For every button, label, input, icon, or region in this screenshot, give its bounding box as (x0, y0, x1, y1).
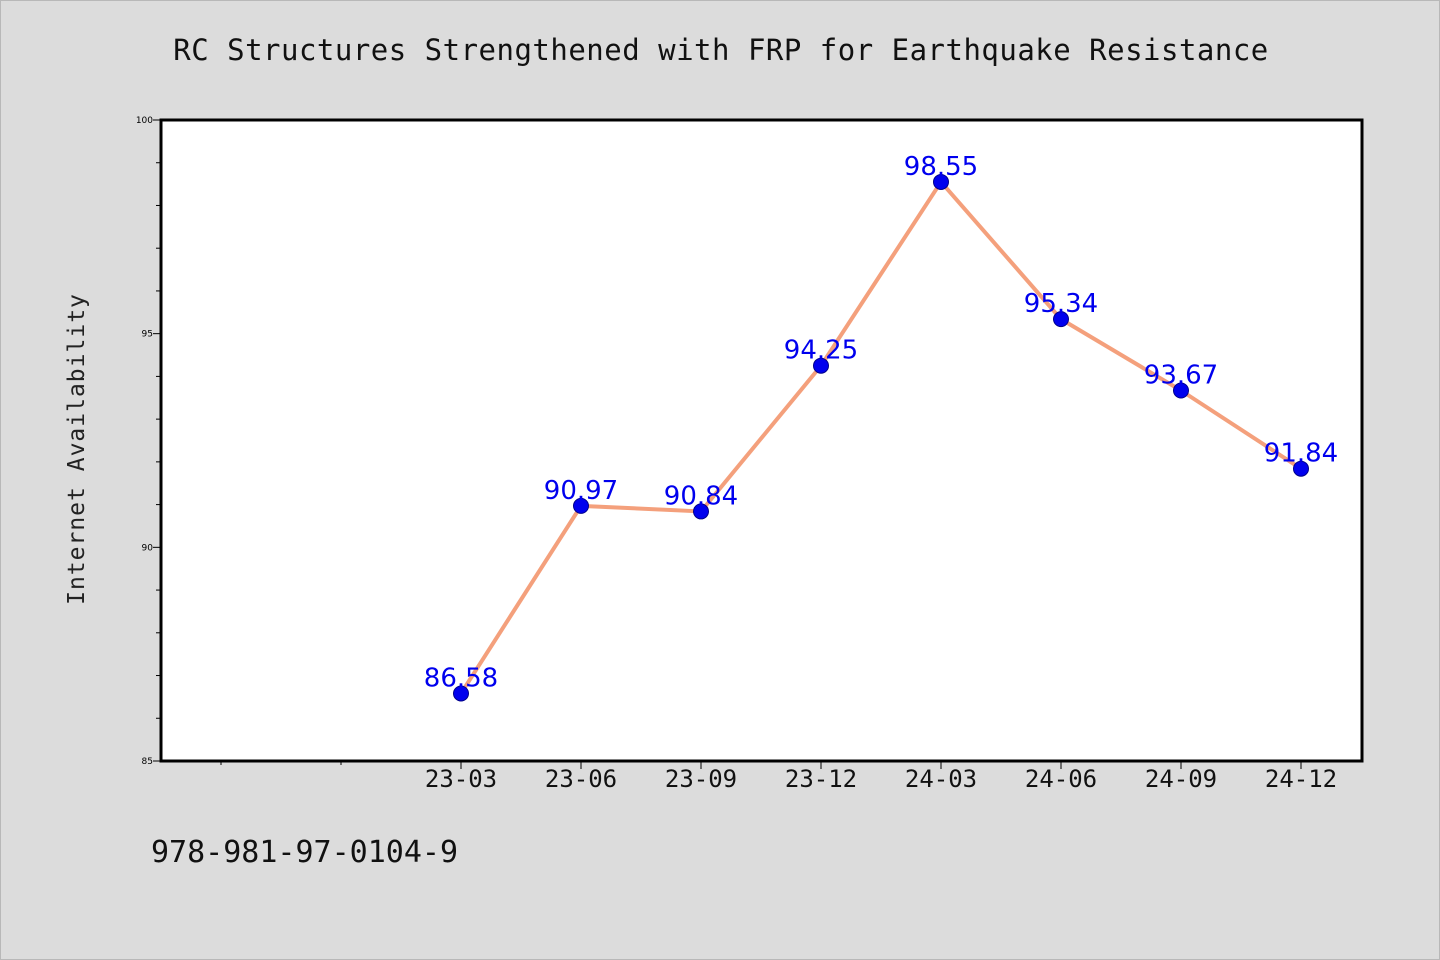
data-label: 93.67 (1144, 361, 1218, 391)
x-tick-label: 23-03 (425, 765, 497, 793)
x-tick-label: 24-09 (1145, 765, 1217, 793)
data-point (573, 497, 589, 514)
data-label: 95.34 (1024, 289, 1098, 319)
data-label: 98.55 (904, 152, 978, 182)
plot-frame (159, 118, 1364, 763)
data-point (1293, 460, 1309, 477)
data-point (933, 173, 949, 190)
y-tick-label: 90 (142, 543, 154, 553)
chart-title: RC Structures Strengthened with FRP for … (173, 33, 1269, 67)
data-label: 90.84 (664, 481, 738, 511)
data-point (693, 503, 709, 520)
x-tick-label: 23-12 (785, 765, 857, 793)
data-label: 90.97 (544, 476, 618, 506)
data-label: 91.84 (1264, 439, 1338, 469)
y-tick-label: 85 (142, 757, 153, 767)
x-tick-label: 23-09 (665, 765, 737, 793)
data-label: 86.58 (424, 663, 498, 693)
x-tick-label: 24-03 (905, 765, 977, 793)
y-tick-label: 95 (142, 330, 153, 340)
x-tick-label: 24-06 (1025, 765, 1097, 793)
data-label: 94.25 (784, 336, 858, 366)
data-point (1053, 311, 1069, 328)
y-tick-label: 100 (136, 116, 153, 126)
series-line (459, 179, 1303, 696)
data-point (453, 685, 469, 702)
x-tick-label: 23-06 (545, 765, 617, 793)
x-tick-label: 24-12 (1265, 765, 1337, 793)
footer-isbn: 978-981-97-0104-9 (151, 835, 459, 870)
data-point (813, 357, 829, 374)
data-point (1173, 382, 1189, 399)
